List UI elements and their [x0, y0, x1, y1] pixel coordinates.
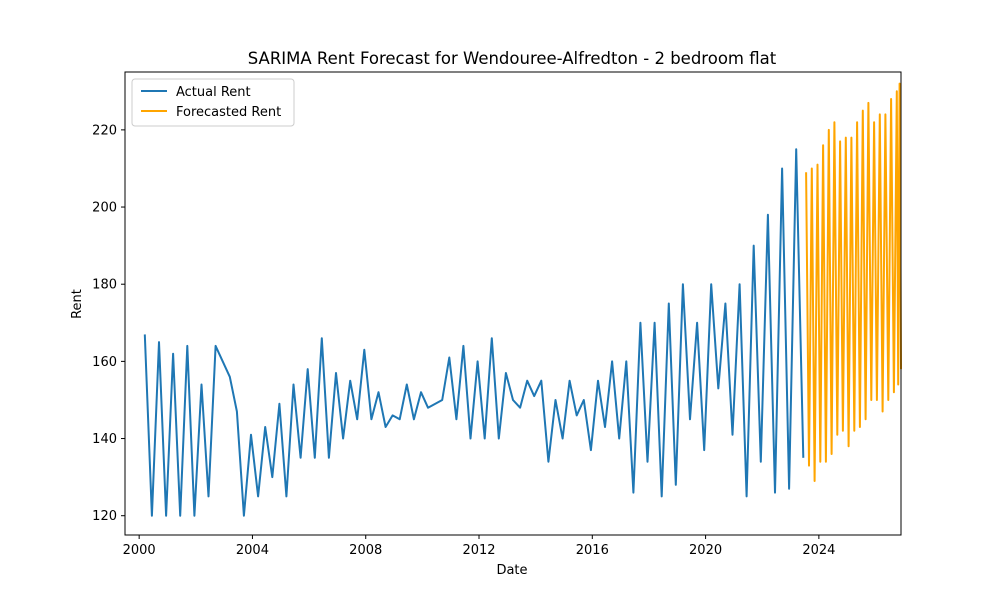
x-tick-label: 2004: [236, 543, 269, 558]
y-tick-label: 140: [92, 432, 117, 447]
x-tick-label: 2024: [802, 543, 835, 558]
x-axis-label: Date: [496, 563, 527, 578]
legend-box: [131, 78, 295, 127]
series-layer: [143, 82, 902, 517]
y-tick-label: 120: [92, 509, 117, 524]
legend-label-forecast: Forecasted Rent: [176, 105, 281, 120]
y-tick-label: 220: [92, 123, 117, 138]
legend: Actual Rent Forecasted Rent: [131, 78, 295, 127]
x-axis: 2000 2004 2008 2012 2016 2020 2024: [123, 535, 835, 558]
x-tick-label: 2008: [349, 543, 382, 558]
x-tick-label: 2016: [576, 543, 609, 558]
y-axis: 120 140 160 180 200 220: [92, 123, 125, 524]
y-tick-label: 180: [92, 278, 117, 293]
plot-frame: [124, 71, 902, 536]
legend-label-actual: Actual Rent: [176, 85, 251, 100]
x-tick-label: 2000: [123, 543, 156, 558]
chart-title: SARIMA Rent Forecast for Wendouree-Alfre…: [248, 49, 777, 68]
x-tick-label: 2020: [689, 543, 722, 558]
x-tick-label: 2012: [462, 543, 495, 558]
y-tick-label: 160: [92, 355, 117, 370]
actual-rent-line: [143, 148, 805, 517]
forecasted-rent-line: [805, 82, 902, 482]
y-tick-label: 200: [92, 201, 117, 216]
y-axis-label: Rent: [70, 289, 85, 319]
